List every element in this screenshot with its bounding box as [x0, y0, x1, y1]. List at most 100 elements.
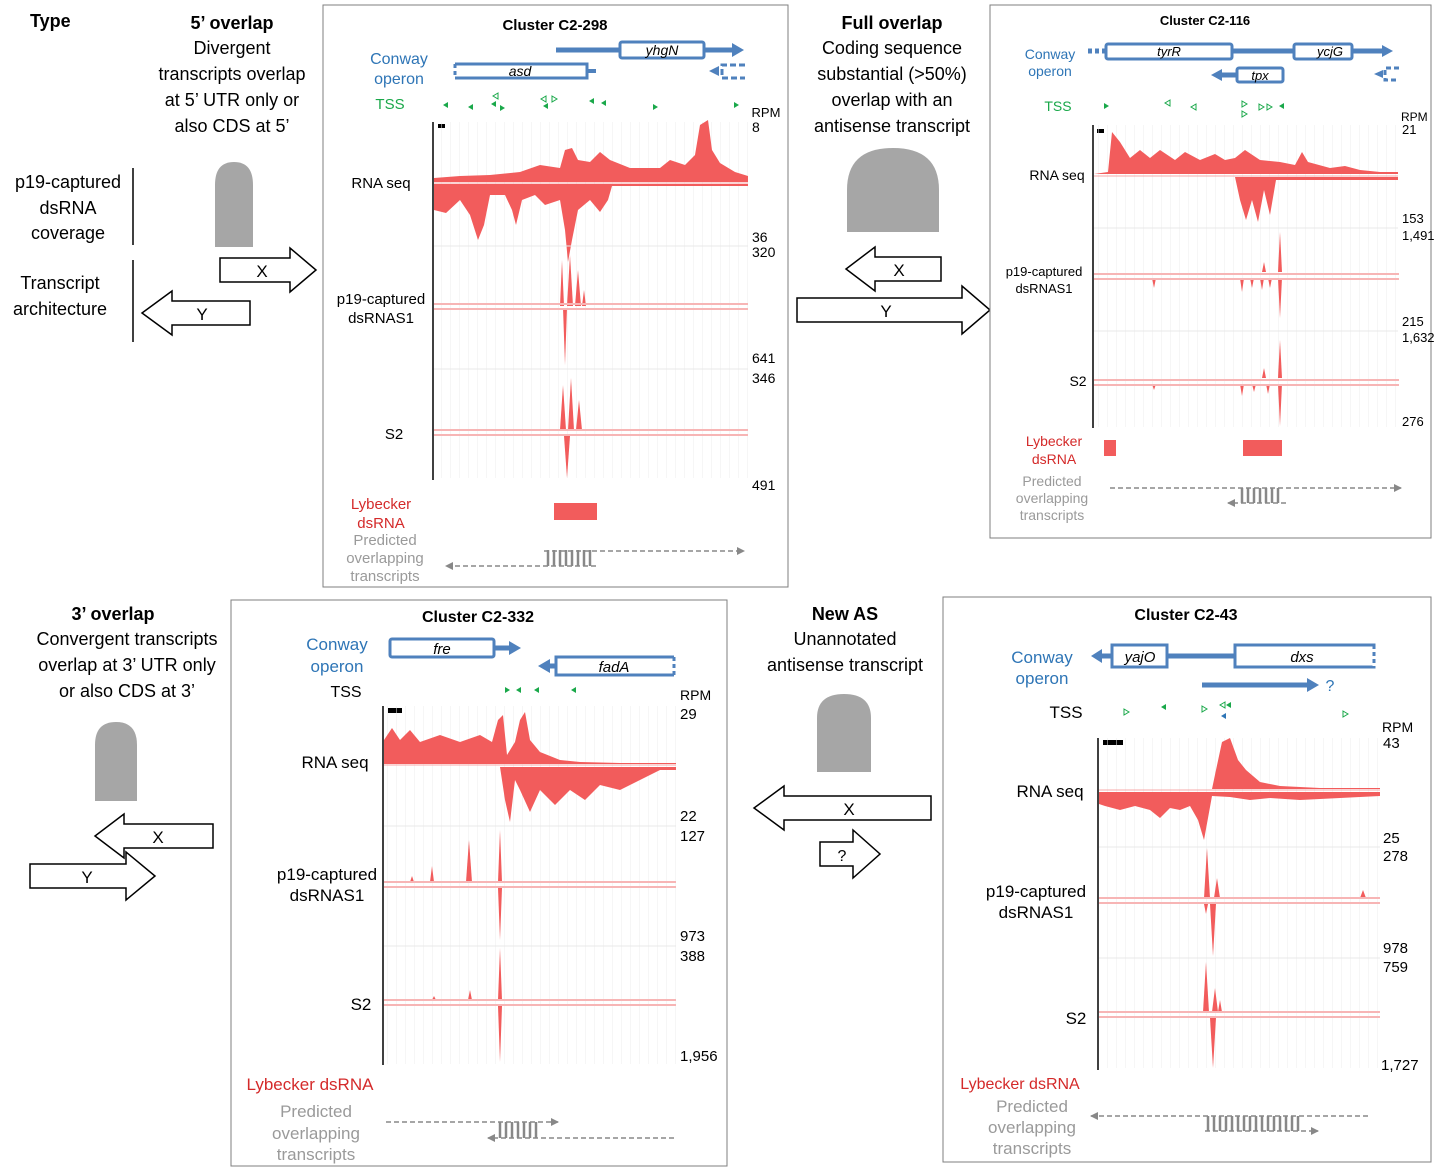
- operon-track: fre fadA: [388, 637, 676, 677]
- architecture-label-2: architecture: [13, 299, 107, 319]
- arrow-x-label: X: [893, 261, 904, 280]
- panel-c2-43: Cluster C2-43 Conway operon yajO dxs ? T…: [942, 596, 1432, 1163]
- s2-track: [1099, 962, 1380, 1068]
- operon-track: tyrR ycjG tpx: [1088, 42, 1399, 84]
- arrow-y-icon: [796, 284, 992, 336]
- type-five-prime: 5’ overlap Divergent transcripts overlap…: [140, 13, 318, 337]
- type-title: Full overlap: [841, 13, 942, 33]
- scale-value: 973: [680, 928, 705, 945]
- predicted-label: transcripts: [350, 568, 419, 585]
- type-desc: antisense transcript: [767, 655, 923, 675]
- predicted-label: overlapping: [1016, 490, 1088, 506]
- type-desc: Convergent transcripts: [36, 629, 217, 649]
- tss-label: TSS: [1049, 703, 1082, 722]
- predicted-label: overlapping: [272, 1124, 360, 1143]
- p19-label: p19-captured: [986, 882, 1086, 901]
- lybecker-dsrna-block: [554, 503, 597, 520]
- s2-track: [384, 948, 676, 1062]
- p19-s1-track: [1099, 848, 1380, 956]
- panel-title: Cluster C2-332: [422, 609, 534, 626]
- scale-value: 1,956: [680, 1048, 718, 1065]
- type-new-as: New AS Unannotated antisense transcript …: [752, 604, 932, 880]
- rpm-label: RPM: [1401, 110, 1428, 124]
- coverage-label-1: p19-captured: [15, 172, 121, 192]
- rnaseq-track: [1099, 738, 1380, 840]
- type-desc: substantial (>50%): [817, 64, 967, 84]
- tss-label: TSS: [375, 96, 404, 113]
- s2-label: S2: [1066, 1009, 1087, 1028]
- type-desc: overlap at 3’ UTR only: [38, 655, 215, 675]
- arrow-x-icon: [219, 246, 318, 294]
- operon-track: yhgN asd: [453, 40, 745, 80]
- rnaseq-label: RNA seq: [1016, 782, 1083, 801]
- arrow-x-label: X: [843, 800, 854, 819]
- type-heading: Type: [30, 11, 71, 31]
- rnaseq-track: [434, 120, 748, 262]
- type-title: 5’ overlap: [190, 13, 273, 33]
- p19-label: p19-captured: [1006, 264, 1083, 279]
- conway-label: operon: [311, 657, 364, 676]
- unknown-extent-mark: ?: [1326, 678, 1335, 695]
- lybecker-dsrna-block: [1243, 440, 1282, 456]
- arrow-y-icon: [29, 850, 157, 902]
- predicted-label: Predicted: [1022, 473, 1081, 489]
- scale-value: 491: [752, 477, 776, 493]
- arrow-y-label: Y: [880, 302, 891, 321]
- gene-label: tpx: [1251, 68, 1269, 83]
- tss-markers: [1123, 701, 1349, 719]
- s2-label: S2: [351, 995, 372, 1014]
- panel-title: Cluster C2-43: [1134, 607, 1237, 624]
- scale-value: 388: [680, 948, 705, 965]
- scale-value: 43: [1383, 735, 1400, 752]
- rnaseq-track: [1094, 132, 1398, 222]
- coverage-shape-icon: [215, 162, 253, 247]
- p19-label: dsRNAS1: [290, 886, 365, 905]
- arrow-x-label: X: [256, 262, 267, 281]
- predicted-label: Predicted: [280, 1102, 352, 1121]
- type-desc: antisense transcript: [814, 116, 970, 136]
- conway-label: Conway: [1011, 648, 1073, 667]
- panel-c2-332: Cluster C2-332 Conway operon fre fadA TS…: [230, 599, 728, 1167]
- gene-label: tyrR: [1157, 44, 1181, 59]
- scale-value: 22: [680, 808, 697, 825]
- type-three-prime: 3’ overlap Convergent transcripts overla…: [29, 604, 218, 902]
- architecture-label-1: Transcript: [20, 273, 99, 293]
- scale-value: 21: [1402, 122, 1416, 137]
- panel-c2-116: Cluster C2-116 Conway operon tyrR ycjG t…: [989, 4, 1435, 539]
- type-desc: or also CDS at 3’: [59, 681, 195, 701]
- p19-label: dsRNAS1: [999, 903, 1074, 922]
- gene-label: dxs: [1290, 649, 1314, 666]
- lybecker-label: Lybecker dsRNA: [960, 1076, 1080, 1093]
- scale-value: 346: [752, 370, 776, 386]
- scale-value: 1,491: [1402, 228, 1435, 243]
- p19-s1-track: [434, 255, 748, 365]
- type-title: 3’ overlap: [71, 604, 154, 624]
- rpm-label: RPM: [1382, 719, 1413, 735]
- predicted-transcripts: [445, 547, 745, 570]
- arrow-x-label: X: [152, 828, 163, 847]
- type-desc: Unannotated: [793, 629, 896, 649]
- lybecker-label: Lybecker: [1026, 433, 1083, 449]
- type-desc: also CDS at 5’: [174, 116, 289, 136]
- arrow-y-label: Y: [81, 868, 92, 887]
- p19-label: dsRNAS1: [348, 310, 414, 327]
- predicted-transcripts: [1090, 1112, 1368, 1135]
- arrow-y-icon: [140, 289, 251, 337]
- s2-label: S2: [1069, 373, 1086, 389]
- conway-label: Conway: [1025, 46, 1076, 62]
- lybecker-label: Lybecker: [351, 496, 411, 513]
- p19-label: p19-captured: [277, 865, 377, 884]
- arrow-x-icon: [93, 812, 214, 860]
- coverage-shape-icon: [95, 722, 137, 801]
- scale-value: 276: [1402, 414, 1424, 429]
- scale-value: 153: [1402, 211, 1424, 226]
- conway-label: operon: [1016, 669, 1069, 688]
- predicted-transcripts: [386, 1118, 674, 1142]
- scale-value: 29: [680, 706, 697, 723]
- gene-label: ycjG: [1316, 44, 1343, 59]
- predicted-label: transcripts: [277, 1145, 355, 1164]
- coverage-label-3: coverage: [31, 223, 105, 243]
- s2-track: [434, 378, 748, 478]
- type-desc: transcripts overlap: [158, 64, 305, 84]
